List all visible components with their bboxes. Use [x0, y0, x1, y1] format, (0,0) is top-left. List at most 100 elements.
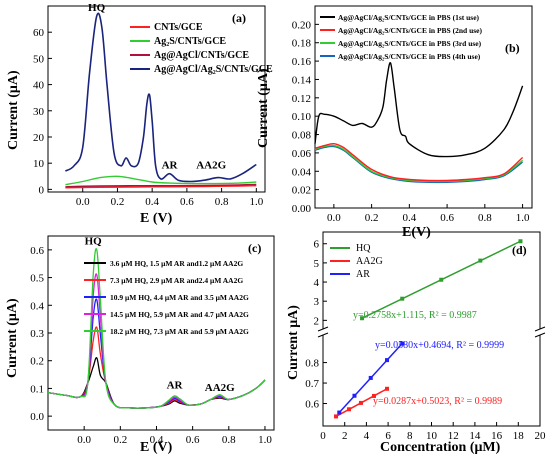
panel-d-ytick-label: 3 — [314, 296, 320, 308]
panel-b-legend-label: Ag@AgCl/Ag₂S/CNTs/GCE in PBS (3rd use) — [338, 39, 482, 48]
panel-c-annotation: AA2G — [205, 382, 235, 394]
panel-d-xtick-label: 0 — [320, 430, 326, 442]
panel-d-data-point — [334, 414, 339, 419]
panel-d-legend-label: HQ — [356, 243, 371, 254]
panel-d-legend: HQ AA2G AR — [330, 243, 383, 280]
panel-b-legend-label: Ag@AgCl/Ag₂S/CNTs/GCE in PBS (4th use) — [338, 52, 481, 61]
panel-d-ytick-label: 6 — [314, 239, 320, 251]
panel-b-ytick-label: 0.08 — [292, 130, 312, 142]
panel-c-series-line — [47, 248, 266, 409]
panel-d-ytick-label: 0.6 — [305, 399, 319, 411]
panel-b-xtick-label: 0.6 — [440, 212, 454, 224]
panel-d-axis-break-gap — [535, 329, 545, 335]
panel-c-ytick-label: 0.0 — [30, 411, 44, 423]
panel-a-xlabel: E (V) — [140, 211, 173, 226]
panel-d-legend-label: AA2G — [356, 256, 383, 267]
panel-a-legend-label: Ag₂S/CNTs/GCE — [154, 36, 226, 47]
panel-c: 0.0 0.2 0.4 0.6 0.8 1.0 0.0 0.1 0.2 0.3 0.4 0.5 0.6 H… — [5, 235, 275, 455]
panel-b-ytick-label: 0.10 — [292, 111, 312, 123]
panel-b-ytick-label: 0.18 — [292, 38, 312, 50]
panel-a-legend-label: CNTs/GCE — [154, 22, 203, 33]
panel-d-ytick-label: 4 — [314, 277, 320, 289]
panel-c-xtick-label: 0.4 — [150, 434, 164, 446]
panel-b-legend-label: Ag@AgCl/Ag₂S/CNTs/GCE in PBS (2nd use) — [338, 26, 482, 35]
panel-a-xtick-label: 0.2 — [111, 196, 125, 208]
panel-b-series-line — [314, 144, 524, 183]
panel-a-xtick-label: 0.0 — [76, 196, 90, 208]
panel-d-fit-equation: y=0.0580x+0.4694, R² = 0.9999 — [375, 340, 504, 351]
panel-a-legend: CNTs/GCE Ag₂S/CNTs/GCE Ag@AgCl/CNTs/GCE Ag@… — [130, 22, 273, 75]
panel-b-ytick-label: 0.02 — [292, 185, 311, 197]
panel-c-ytick-label: 0.4 — [30, 300, 44, 312]
panel-a-ytick-label: 30 — [33, 106, 45, 118]
panel-a-ytick-label: 0 — [39, 184, 45, 196]
panel-d-xtick-label: 14 — [469, 430, 481, 442]
panel-c-label: (c) — [248, 241, 261, 255]
panel-b-ytick-label: 0.16 — [292, 56, 312, 68]
panel-c-xtick-label: 0.0 — [77, 434, 91, 446]
panel-a-annotation: AR — [162, 159, 179, 171]
panel-c-ytick-label: 0.6 — [30, 245, 44, 257]
panel-a-series-line — [65, 12, 257, 183]
panel-c-xtick-label: 0.8 — [222, 434, 236, 446]
panel-b-ytick-label: 0.20 — [292, 19, 312, 31]
panel-b-ytick-label: 0.00 — [292, 203, 312, 215]
panel-b-xtick-label: 1.0 — [516, 212, 530, 224]
panel-d-data-point — [352, 393, 357, 398]
panel-a-series-line — [65, 175, 257, 186]
panel-a-xtick-label: 0.6 — [180, 196, 194, 208]
panel-d-data-point — [371, 393, 376, 398]
panel-a-ytick-label: 10 — [33, 158, 45, 170]
panel-c-xlabel: E (V) — [140, 440, 173, 455]
panel-d-ytick-label: 2 — [314, 315, 320, 327]
panel-d-xtick-label: 2 — [342, 430, 348, 442]
panel-b-xtick-label: 0.0 — [327, 212, 341, 224]
panel-d-ytick-label: 0.7 — [305, 378, 319, 390]
panel-d-xtick-label: 12 — [448, 430, 459, 442]
panel-a-legend-label: Ag@AgCl/Ag₂S/CNTs/GCE — [154, 64, 273, 75]
panel-d: 0 2 4 6 8 10 12 14 16 18 20 2 3 4 5 6 0.6 0.7 0.8 y=0.2758x… — [286, 231, 547, 455]
panel-c-ytick-label: 0.2 — [30, 356, 44, 368]
panel-a-annotation: HQ — [88, 2, 106, 14]
panel-d-data-point — [347, 407, 352, 412]
panel-d-xlabel: Concentration (μM) — [380, 440, 501, 455]
panel-d-data-point — [360, 316, 365, 321]
panel-d-data-point — [400, 296, 405, 301]
panel-b-series-line — [314, 145, 524, 184]
panel-d-axis-break-gap — [318, 329, 328, 335]
panel-c-xtick-label: 1.0 — [258, 434, 272, 446]
panel-b-ytick-label: 0.04 — [292, 166, 312, 178]
panel-c-xtick-label: 0.2 — [113, 434, 127, 446]
panel-d-axis-break-mark — [534, 332, 546, 338]
panel-d-data-point — [337, 410, 342, 415]
panel-a-xtick-label: 1.0 — [249, 196, 263, 208]
panel-d-legend-label: AR — [356, 269, 370, 280]
panel-d-xtick-label: 6 — [385, 430, 391, 442]
panel-d-axis-break-mark — [317, 332, 329, 338]
panel-d-xtick-label: 10 — [426, 430, 438, 442]
panel-a-xtick-label: 0.4 — [145, 196, 159, 208]
panel-d-xtick-label: 16 — [491, 430, 503, 442]
panel-b-ytick-label: 0.14 — [292, 74, 312, 86]
panel-d-data-point — [385, 386, 390, 391]
panel-a-ytick-label: 60 — [33, 27, 45, 39]
panel-d-data-point — [478, 258, 483, 263]
panel-a-ylabel: Current (μA) — [6, 70, 21, 150]
panel-c-annotation: HQ — [85, 235, 103, 247]
panel-a-frame — [47, 5, 266, 193]
panel-d-xtick-label: 20 — [535, 430, 547, 442]
panel-b: 0.0 0.2 0.4 0.6 0.8 1.0 0.00 0.02 0.04 0.06 0.08 0.… — [256, 5, 533, 240]
panel-d-label: (d) — [512, 243, 527, 257]
panel-b-legend: Ag@AgCl/Ag₂S/CNTs/GCE in PBS (1st use) Ag… — [320, 13, 482, 61]
panel-d-xtick-label: 8 — [407, 430, 413, 442]
panel-a-label: (a) — [232, 11, 246, 25]
panel-b-ylabel: Current (μA) — [256, 68, 271, 148]
panel-c-annotation: AR — [167, 379, 184, 391]
panel-a-ytick-label: 20 — [33, 132, 45, 144]
panel-c-legend-label: 18.2 μM HQ, 7.3 μM AR and 5.9 μM AA2G — [110, 327, 249, 336]
panel-c-legend: 3.6 μM HQ, 1.5 μM AR and1.2 μM AA2G 7.3 μ… — [84, 259, 249, 336]
panel-a-xtick-label: 0.8 — [215, 196, 229, 208]
panel-a-ytick-label: 50 — [33, 53, 45, 65]
